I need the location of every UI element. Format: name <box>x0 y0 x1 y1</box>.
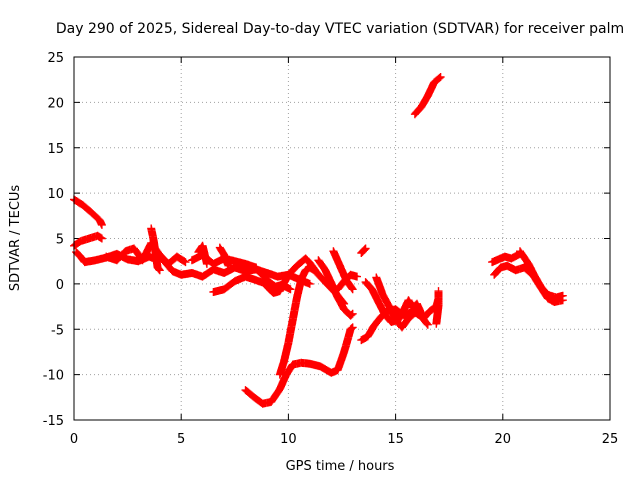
data-track <box>215 243 233 270</box>
data-track <box>194 241 211 268</box>
y-axis-label: SDTVAR / TECUs <box>8 185 23 292</box>
data-track <box>357 244 370 257</box>
data-point-markers <box>410 73 445 119</box>
data-point-markers <box>275 263 319 379</box>
data-track <box>488 249 524 267</box>
data-track <box>329 247 357 294</box>
y-tick-label: -5 <box>51 323 64 338</box>
data-point-markers <box>194 241 211 268</box>
plot-frame <box>73 56 611 421</box>
y-tick-label: -15 <box>43 414 64 429</box>
y-tick-label: 15 <box>47 142 64 157</box>
data-point-markers <box>215 243 233 270</box>
data-track <box>516 247 567 302</box>
data-track <box>250 263 295 294</box>
y-tick-label: 0 <box>56 278 64 293</box>
x-tick-label: 5 <box>177 432 185 447</box>
data-track <box>432 287 443 328</box>
y-tick-label: 5 <box>56 233 64 248</box>
data-points <box>70 73 567 408</box>
data-point-markers <box>432 287 443 328</box>
data-track <box>147 224 164 275</box>
data-point-markers <box>250 263 295 294</box>
x-tick-label: 0 <box>70 432 78 447</box>
chart-title: Day 290 of 2025, Sidereal Day-to-day VTE… <box>56 21 624 37</box>
x-axis-label: GPS time / hours <box>286 459 395 474</box>
data-point-markers <box>329 247 357 294</box>
y-tick-label: -10 <box>43 369 64 384</box>
y-tick-label: 25 <box>47 51 64 66</box>
x-tick-label: 10 <box>280 432 297 447</box>
data-track <box>410 73 445 119</box>
y-tick-label: 10 <box>47 187 64 202</box>
data-point-markers <box>314 256 357 320</box>
x-tick-label: 25 <box>602 432 619 447</box>
data-point-markers <box>357 244 370 257</box>
data-track <box>209 272 271 296</box>
data-track <box>275 263 319 379</box>
data-track <box>241 323 357 408</box>
data-track <box>314 256 357 320</box>
data-point-markers <box>488 249 524 267</box>
y-tick-label: 20 <box>47 96 64 111</box>
data-point-markers <box>516 247 567 302</box>
x-tick-label: 20 <box>495 432 512 447</box>
data-point-markers <box>209 272 271 296</box>
x-tick-label: 15 <box>387 432 404 447</box>
data-point-markers <box>147 224 164 275</box>
data-point-markers <box>241 323 357 408</box>
